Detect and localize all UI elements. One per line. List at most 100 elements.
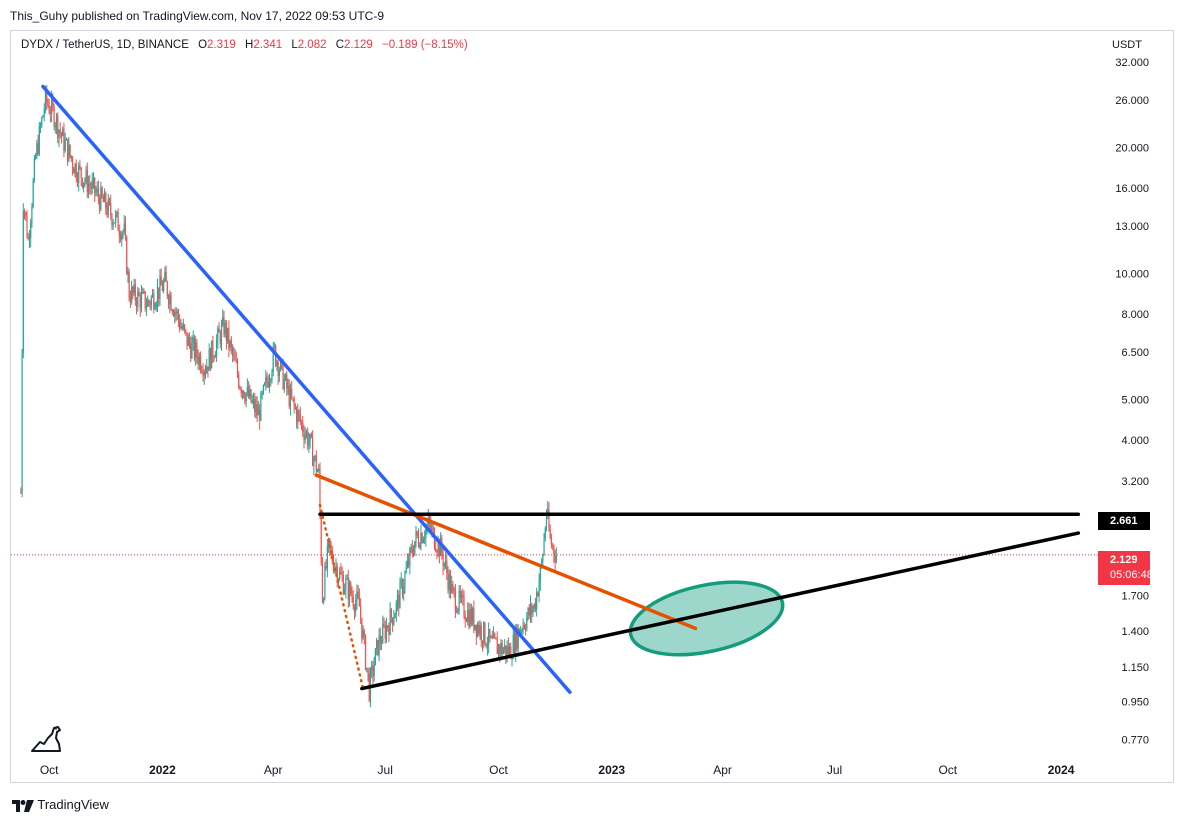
candle-body: [21, 352, 23, 493]
brand-name: TradingView: [37, 797, 109, 812]
candle-body: [496, 639, 498, 655]
candle-body: [267, 381, 269, 387]
candle-body: [262, 385, 264, 394]
candle-body: [76, 178, 79, 183]
candle-body: [245, 392, 247, 402]
currency-label[interactable]: USDT: [1112, 39, 1142, 51]
chart-frame[interactable]: [10, 30, 1174, 783]
candle-body: [222, 317, 224, 325]
candle-body: [49, 113, 51, 115]
candle-body: [550, 538, 553, 546]
x-tick-label: Oct: [489, 763, 508, 777]
candle-body: [166, 281, 168, 297]
candle-body: [331, 550, 333, 562]
candle-body: [421, 533, 423, 543]
candle-body: [345, 579, 347, 590]
candle-body: [362, 630, 364, 639]
candle-body: [273, 345, 276, 347]
candle-body: [115, 213, 117, 223]
candle-body: [415, 531, 417, 542]
candle-body: [393, 618, 395, 625]
candle-body: [58, 129, 60, 138]
x-tick-label: Jul: [827, 763, 842, 777]
candle-body: [436, 551, 438, 553]
candle-body: [123, 223, 125, 232]
candle-body: [341, 573, 343, 577]
candle-body: [328, 538, 330, 547]
candle-body: [133, 284, 135, 293]
candle-body: [80, 167, 82, 179]
candle-body: [156, 287, 159, 304]
candle-body: [544, 528, 546, 539]
candle-body: [227, 327, 229, 342]
candle-body: [214, 355, 216, 358]
candle-body: [283, 379, 285, 389]
y-tick-label: 5.000: [1121, 395, 1149, 407]
candle-body: [87, 183, 90, 193]
candle-body: [443, 563, 445, 567]
candle-body: [159, 276, 161, 299]
candle-body: [472, 608, 474, 624]
candle-body: [265, 377, 267, 384]
candle-body: [326, 546, 328, 569]
candle-body: [128, 272, 130, 299]
candle-body: [533, 603, 535, 609]
candle-body: [504, 645, 506, 650]
candle-body: [400, 580, 402, 582]
candle-body: [85, 170, 87, 181]
candle-body: [424, 537, 426, 540]
candle-body: [131, 286, 133, 303]
candle-body: [243, 390, 245, 398]
candle-body: [314, 455, 316, 459]
candle-body: [164, 271, 166, 282]
candle-body: [256, 404, 258, 416]
candle-body: [396, 594, 399, 603]
candle-body: [107, 199, 109, 215]
candle-body: [111, 214, 113, 226]
candle-body: [100, 187, 102, 210]
candle-body: [92, 177, 95, 182]
candle-body: [218, 328, 220, 333]
candle-body: [505, 645, 507, 657]
candle-body: [480, 625, 482, 641]
candle-body: [51, 98, 53, 115]
candle-body: [382, 624, 384, 644]
candle-body: [329, 538, 331, 548]
candle-body: [220, 324, 223, 344]
candle-body: [289, 389, 292, 407]
level-price-tag: 2.661: [1098, 512, 1150, 530]
candle-body: [305, 431, 308, 435]
candle-body: [27, 237, 29, 239]
candle-body: [118, 230, 120, 236]
y-tick-label: 10.000: [1115, 269, 1149, 281]
candle-body: [325, 565, 327, 569]
candle-body: [532, 608, 534, 614]
target-zone-ellipse: [628, 580, 785, 657]
candle-body: [211, 340, 213, 369]
x-tick-label: 2023: [598, 763, 625, 777]
orange-trend-line: [314, 473, 698, 631]
footer-brand[interactable]: TradingView: [12, 797, 109, 812]
symbol-name[interactable]: DYDX / TetherUS, 1D, BINANCE: [21, 39, 189, 51]
candle-body: [144, 291, 146, 309]
candle-body: [139, 295, 141, 309]
candle-body: [192, 337, 194, 343]
candle-body: [288, 385, 290, 407]
candle-body: [167, 296, 170, 305]
candle-body: [64, 140, 66, 151]
candle-body: [408, 560, 410, 566]
x-tick-label: Oct: [938, 763, 957, 777]
candle-body: [219, 332, 221, 344]
candle-body: [195, 342, 197, 358]
candle-body: [103, 193, 106, 203]
candle-body: [260, 393, 262, 421]
candle-body: [213, 357, 215, 359]
candle-body: [543, 538, 545, 555]
candle-body: [499, 645, 501, 654]
candle-body: [137, 291, 139, 307]
candle-body: [188, 336, 191, 344]
candle-body: [524, 628, 527, 630]
candle-body: [339, 571, 341, 580]
candle-body: [342, 576, 344, 594]
